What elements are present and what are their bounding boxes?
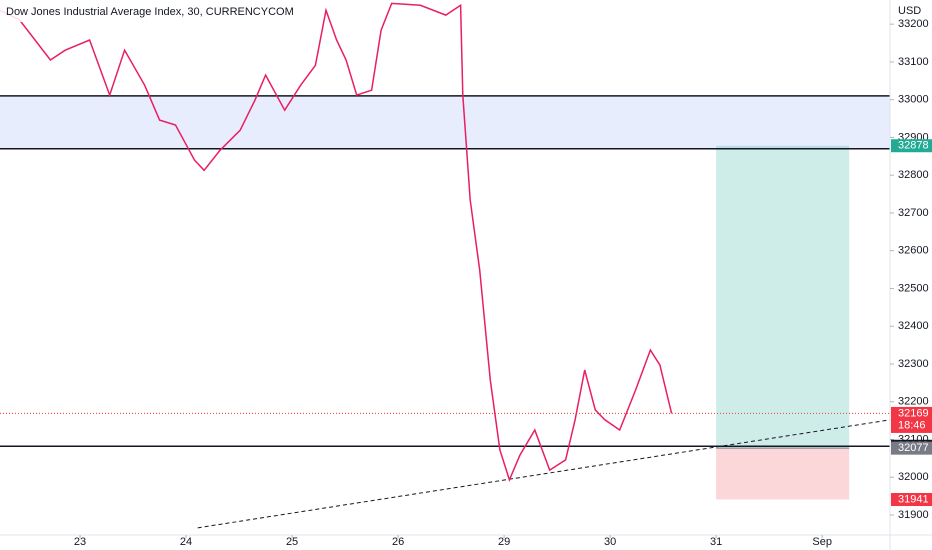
x-tick-label: 25: [286, 536, 298, 548]
price-tag-label: 32077: [898, 442, 929, 454]
y-tick-label: 32300: [898, 358, 929, 370]
price-tag: [891, 493, 932, 507]
zone: [0, 95, 890, 149]
position-loss: [716, 448, 850, 500]
title-backdrop: [0, 2, 252, 22]
y-tick-label: 32500: [898, 282, 929, 294]
y-tick-label: 32200: [898, 396, 929, 408]
countdown-label: 18:46: [898, 419, 926, 431]
x-tick-label: 30: [604, 536, 616, 548]
y-tick-label: 32400: [898, 320, 929, 332]
plot-area: [0, 2, 891, 529]
x-tick-label: 23: [74, 536, 86, 548]
price-tag: [891, 441, 932, 455]
y-tick-label: 33000: [898, 94, 929, 106]
y-tick-label: 32800: [898, 169, 929, 181]
x-tick-label: 24: [180, 536, 192, 548]
x-tick-label: 29: [498, 536, 510, 548]
price-tag: [891, 406, 932, 433]
y-tick-label: 33100: [898, 56, 929, 68]
x-tick-label: Sep: [812, 536, 832, 548]
price-tag: [891, 139, 932, 153]
y-tick-label: 31900: [898, 509, 929, 521]
y-tick-label: 33200: [898, 18, 929, 30]
y-tick-label: 32700: [898, 207, 929, 219]
currency-label: USD: [898, 5, 921, 17]
trendline: [197, 419, 891, 529]
x-tick-label: 26: [392, 536, 404, 548]
price-tag-label: 32169: [898, 407, 929, 419]
price-tag-label: 31941: [898, 493, 929, 505]
y-tick-label: 32000: [898, 471, 929, 483]
position-profit: [716, 145, 850, 449]
x-tick-label: 31: [710, 536, 722, 548]
chart-title: Dow Jones Industrial Average Index, 30, …: [6, 6, 294, 18]
price-tag-label: 32878: [898, 140, 929, 152]
y-tick-label: 32600: [898, 245, 929, 257]
price-line: [0, 2, 673, 483]
